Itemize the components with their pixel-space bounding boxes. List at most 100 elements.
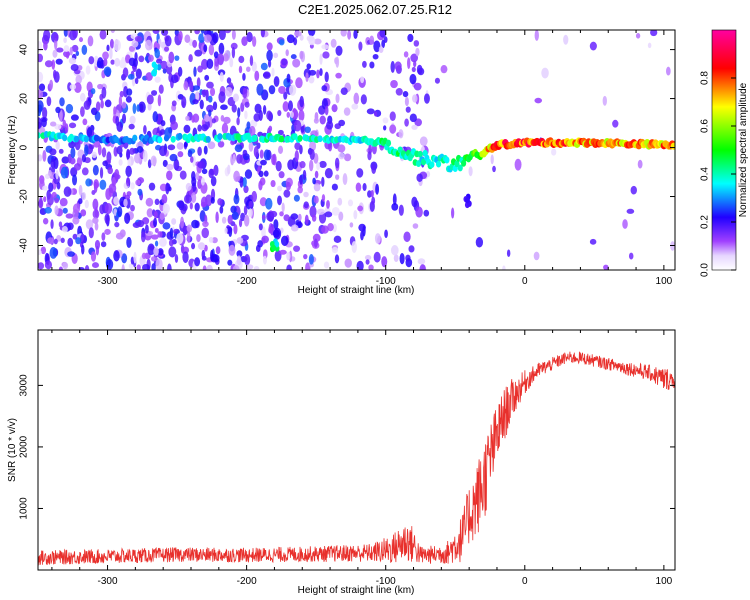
heatmap-cell: [166, 170, 173, 181]
heatmap-cell: [154, 48, 160, 59]
heatmap-cell: [189, 81, 194, 92]
heatmap-cell: [142, 263, 151, 270]
heatmap-cell: [285, 49, 289, 57]
heatmap-cell: [221, 122, 229, 134]
heatmap-signal-cell: [177, 132, 183, 140]
heatmap-cell: [419, 136, 428, 147]
heatmap-cell: [224, 227, 228, 234]
colorbar-frame: [711, 29, 737, 271]
heatmap-cell: [304, 126, 311, 134]
heatmap-cell: [278, 145, 284, 154]
heatmap-cell: [286, 34, 295, 44]
heatmap-cell: [202, 265, 207, 270]
spectrogram-y-tick-label: 0: [19, 144, 30, 150]
heatmap-cell: [242, 87, 248, 99]
heatmap-cell: [151, 90, 158, 96]
heatmap-cell: [79, 92, 86, 102]
heatmap-cell: [288, 84, 297, 96]
heatmap-cell: [114, 57, 121, 67]
heatmap-cell: [92, 164, 99, 176]
heatmap-cell: [411, 66, 416, 73]
heatmap-cell: [299, 34, 304, 41]
heatmap-cell: [277, 129, 284, 136]
heatmap-cell: [349, 222, 354, 228]
heatmap-cell: [366, 108, 375, 115]
heatmap-cell: [49, 148, 57, 156]
heatmap-cell: [603, 264, 609, 270]
heatmap-cell: [234, 144, 243, 153]
heatmap-cell: [99, 204, 105, 215]
heatmap-cell: [321, 194, 326, 202]
heatmap-cell: [43, 40, 48, 51]
heatmap-cell: [118, 159, 123, 166]
heatmap-cell: [340, 87, 348, 96]
heatmap-cell: [148, 182, 156, 191]
heatmap-cell: [157, 94, 162, 107]
heatmap-cell: [293, 119, 302, 132]
heatmap-cell: [241, 36, 248, 47]
heatmap-cell: [110, 59, 115, 65]
heatmap-cell: [262, 71, 271, 79]
heatmap-cell: [219, 72, 224, 83]
heatmap-cell: [319, 53, 323, 65]
heatmap-cell: [109, 38, 114, 49]
heatmap-cell: [403, 51, 409, 58]
heatmap-cell: [415, 47, 420, 57]
heatmap-cell: [331, 206, 340, 216]
heatmap-cell: [60, 166, 69, 179]
heatmap-cell: [40, 246, 47, 255]
heatmap-cell: [305, 72, 309, 83]
heatmap-cell: [260, 159, 267, 166]
heatmap-cell: [283, 214, 290, 222]
heatmap-cell: [201, 249, 206, 259]
heatmap-cell: [215, 211, 219, 224]
heatmap-cell: [174, 55, 180, 61]
heatmap-cell: [213, 51, 219, 59]
heatmap-cell: [272, 229, 280, 238]
heatmap-cell: [83, 100, 91, 111]
heatmap-cell: [166, 163, 174, 171]
heatmap-cell: [309, 205, 317, 218]
heatmap-cell: [187, 149, 193, 158]
heatmap-cell: [58, 266, 63, 270]
heatmap-cell: [278, 39, 285, 46]
heatmap-cell: [551, 148, 557, 156]
heatmap-cell: [232, 265, 240, 270]
heatmap-cell: [238, 55, 245, 64]
heatmap-cell: [259, 149, 264, 159]
heatmap-cell: [79, 233, 86, 244]
heatmap-cell: [178, 30, 183, 42]
heatmap-cell: [319, 68, 323, 77]
heatmap-cell: [201, 124, 209, 132]
heatmap-cell: [409, 73, 417, 85]
heatmap-cell: [277, 109, 282, 117]
heatmap-cell: [286, 264, 292, 270]
heatmap-cell: [183, 194, 192, 204]
heatmap-cell: [190, 156, 194, 163]
heatmap-cell: [244, 101, 250, 108]
heatmap-cell: [297, 186, 303, 194]
heatmap-cell: [44, 60, 53, 68]
heatmap-cell: [85, 65, 91, 75]
heatmap-cell: [299, 161, 306, 169]
heatmap-cell: [244, 214, 250, 227]
heatmap-cell: [55, 140, 60, 150]
heatmap-cell: [316, 69, 320, 79]
heatmap-cell: [334, 254, 340, 264]
heatmap-cell: [233, 170, 240, 182]
heatmap-cell: [637, 159, 643, 169]
heatmap-cell: [308, 75, 315, 84]
heatmap-cell: [134, 35, 143, 42]
heatmap-signal-cell: [205, 136, 211, 143]
heatmap-cell: [286, 252, 291, 261]
heatmap-cell: [38, 249, 42, 256]
heatmap-cell: [46, 96, 52, 107]
heatmap-cell: [338, 211, 344, 221]
snr-plot-area: [38, 330, 675, 570]
heatmap-cell: [253, 266, 260, 270]
heatmap-cell: [343, 153, 352, 162]
heatmap-cell: [99, 167, 104, 179]
heatmap-cell: [177, 66, 183, 77]
heatmap-cell: [186, 224, 193, 233]
